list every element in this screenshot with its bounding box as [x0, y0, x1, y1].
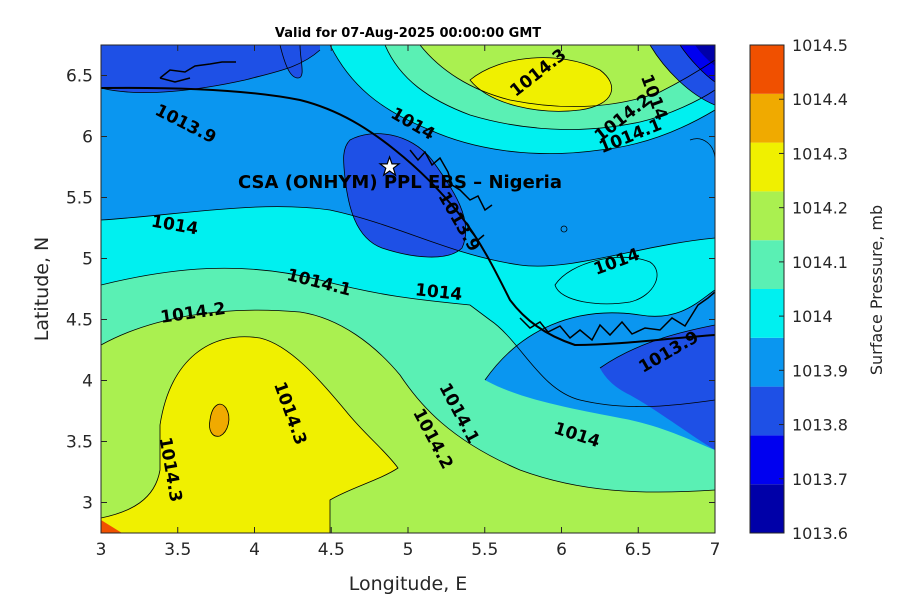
x-tick-label: 5	[403, 540, 414, 560]
band-1013-8-ne-lobe	[690, 138, 715, 190]
x-tick-label: 4	[249, 540, 260, 560]
y-tick-label: 5	[82, 250, 93, 270]
y-tick-label: 4.5	[66, 311, 93, 331]
colorbar-tick-label: 1013.6	[792, 524, 848, 543]
colorbar-tick-label: 1014	[792, 307, 833, 326]
band-1013-8-center	[343, 133, 466, 258]
contour-line	[159, 336, 399, 533]
x-axis: 3 3.5 4 4.5 5 5.5 6 6.5 7	[96, 45, 721, 560]
plot-title: Valid for 07-Aug-2025 00:00:00 GMT	[275, 26, 541, 41]
contour-line	[101, 425, 161, 519]
band-1013-8-nw	[101, 45, 320, 93]
y-tick-label: 6	[82, 128, 93, 148]
colorbar-segment	[750, 484, 784, 533]
x-tick-label: 3.5	[164, 540, 191, 560]
colorbar-tick-label: 1014.2	[792, 199, 848, 218]
colorbar-tick-label: 1014.5	[792, 36, 848, 55]
band-1013-8-se	[600, 325, 715, 450]
colorbar: 1013.6 1013.7 1013.8 1013.9 1014 1014.1 1014.2…	[749, 36, 848, 543]
river-delta	[409, 149, 715, 342]
contour-line	[599, 324, 715, 369]
contour-label: 1014	[414, 280, 463, 305]
site-marker-star	[378, 155, 401, 177]
band-1014-5	[101, 520, 122, 533]
colorbar-label: Surface Pressure, mb	[867, 205, 886, 375]
y-axis-label: Latitude, N	[31, 237, 53, 342]
contour-line	[560, 225, 568, 233]
x-tick-label: 5.5	[471, 540, 498, 560]
x-tick-label: 6.5	[625, 540, 652, 560]
colorbar-tick-label: 1014.4	[792, 90, 848, 109]
x-tick-label: 4.5	[318, 540, 345, 560]
contour-line	[279, 45, 303, 79]
contour-line	[554, 256, 658, 305]
band-1014-e-pocket	[555, 257, 658, 304]
colorbar-tick-label: 1014.1	[792, 253, 848, 272]
contour-line	[329, 45, 715, 154]
band-1014-3-ne	[470, 57, 612, 112]
colorbar-segment	[750, 240, 784, 289]
contour-line	[649, 45, 715, 106]
contour-line	[679, 45, 715, 83]
colorbar-segment	[750, 191, 784, 241]
colorbar-tick-label: 1013.7	[792, 470, 848, 489]
contour-line	[384, 45, 715, 130]
contour-line	[484, 289, 715, 381]
y-axis: 3 3.5 4 4.5 5 5.5 6 6.5	[66, 67, 715, 514]
contour-line	[101, 49, 321, 93]
y-tick-label: 4	[82, 372, 93, 392]
lagoon-lines	[159, 61, 236, 83]
coastline-path	[101, 86, 715, 347]
colorbar-segment	[750, 93, 784, 143]
colorbar-segment	[750, 386, 784, 436]
band-1013-6-ne	[695, 45, 715, 66]
colorbar-tick-label: 1014.3	[792, 144, 848, 163]
y-tick-label: 5.5	[66, 189, 93, 209]
y-tick-label: 3	[82, 494, 93, 514]
contour-line	[101, 206, 715, 267]
y-tick-label: 3.5	[66, 433, 93, 453]
colorbar-segment	[750, 45, 784, 94]
colorbar-tick-label: 1013.9	[792, 361, 848, 380]
contour-line	[209, 403, 230, 437]
contour-line	[343, 133, 467, 258]
contour-line	[101, 267, 715, 408]
contour-lines	[101, 45, 715, 533]
colorbar-segment	[750, 142, 784, 192]
x-tick-label: 7	[710, 540, 721, 560]
y-tick-label: 6.5	[66, 67, 93, 87]
colorbar-tick-label: 1013.8	[792, 416, 848, 435]
site-annotation: CSA (ONHYM) PPL EBS – Nigeria	[238, 172, 562, 193]
x-tick-label: 3	[96, 540, 107, 560]
coastline	[101, 61, 715, 347]
colorbar-segment	[750, 435, 784, 485]
band-1014-4	[209, 404, 229, 437]
colorbar-segment	[750, 289, 784, 338]
colorbar-frame	[749, 44, 785, 534]
contour-line	[101, 309, 715, 493]
x-axis-label: Longitude, E	[349, 573, 468, 595]
x-tick-label: 6	[556, 540, 567, 560]
colorbar-segment	[750, 337, 784, 387]
contour-line	[469, 57, 612, 112]
band-1013-8-dip	[280, 45, 303, 78]
